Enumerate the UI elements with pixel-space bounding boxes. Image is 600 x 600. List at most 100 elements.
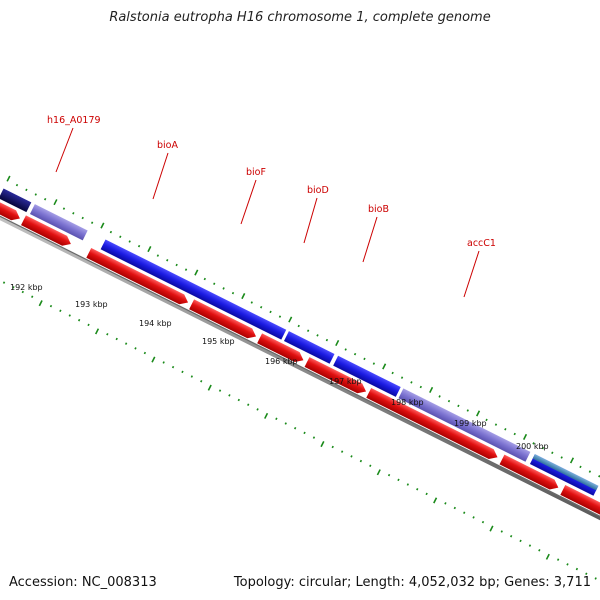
outer-tick — [391, 371, 394, 375]
inner-tick — [200, 379, 203, 383]
inner-tick — [181, 370, 184, 374]
outer-tick — [81, 216, 84, 220]
tick-marks-inner — [2, 281, 597, 580]
inner-tick — [106, 333, 109, 336]
outer-tick — [513, 432, 516, 436]
inner-tick — [115, 337, 118, 341]
inner-tick — [594, 577, 597, 580]
outer-tick — [325, 338, 329, 342]
cds-arrow-1-shape — [0, 201, 20, 221]
outer-tick — [15, 183, 19, 187]
cds-arrow-5-shape — [257, 333, 304, 363]
outer-tick — [25, 188, 28, 192]
gene-block-bioB — [333, 355, 401, 397]
cds-arrow-6 — [304, 357, 367, 394]
inner-tick — [397, 478, 400, 482]
gene-block-h16-a0179-shape — [29, 204, 88, 241]
callout-line — [55, 127, 74, 173]
inner-tick — [143, 351, 147, 355]
outer-tick — [400, 376, 404, 379]
inner-tick — [481, 520, 485, 524]
inner-tick — [406, 483, 410, 486]
gene-block-teal-end — [532, 454, 599, 491]
outer-tick — [147, 246, 152, 253]
inner-tick — [124, 342, 128, 345]
inner-tick — [369, 464, 372, 468]
scale-label: 192 kbp — [10, 283, 43, 292]
scale-label: 198 kbp — [391, 398, 424, 407]
gene-block-teal-end-shape — [532, 454, 599, 491]
outer-tick — [541, 446, 545, 450]
outer-tick — [410, 381, 413, 384]
inner-tick — [500, 530, 503, 533]
outer-tick — [166, 259, 169, 262]
inner-tick — [545, 553, 550, 560]
scale-labels: 192 kbp 193 kbp 194 kbp 195 kbp 196 kbp 197 k… — [10, 283, 549, 451]
outer-tick — [560, 456, 563, 459]
outer-tick — [194, 269, 199, 276]
callout-line — [240, 179, 257, 225]
inner-tick — [87, 323, 90, 327]
inner-tick — [228, 394, 231, 397]
outer-tick — [429, 386, 434, 393]
inner-tick — [472, 516, 475, 519]
gene-label: bioA — [157, 140, 178, 151]
outer-tick — [72, 212, 75, 215]
outer-tick — [306, 329, 310, 332]
inner-tick — [463, 511, 466, 514]
gene-callouts: h16_A0179 bioA bioF bioD bioB accC1 — [47, 115, 496, 298]
inner-tick — [433, 497, 438, 504]
cds-arrow-8 — [499, 454, 559, 490]
inner-tick — [171, 365, 175, 369]
map-title: Ralstonia eutropha H16 chromosome 1, com… — [109, 10, 491, 25]
outer-tick — [231, 291, 235, 295]
scale-label: 199 kbp — [454, 419, 487, 428]
cds-arrow-3 — [86, 247, 189, 305]
callout-line — [152, 152, 169, 200]
gene-block-h16-a0179 — [29, 204, 88, 241]
inner-tick — [264, 412, 269, 419]
inner-tick — [68, 314, 71, 317]
inner-tick — [575, 567, 579, 571]
genome-stats-text: Topology: circular; Length: 4,052,032 bp… — [233, 575, 591, 590]
gene-block-bioA-bioF — [100, 239, 287, 340]
cds-arrow-9 — [560, 484, 600, 535]
outer-tick — [109, 230, 113, 234]
inner-tick — [31, 295, 34, 298]
inner-tick — [275, 417, 278, 421]
accession-text: Accession: NC_008313 — [9, 575, 157, 590]
inner-tick — [237, 398, 240, 402]
inner-tick — [218, 389, 222, 392]
inner-tick — [59, 309, 62, 313]
inner-tick — [38, 300, 43, 307]
inner-tick — [519, 539, 522, 543]
inner-tick — [340, 450, 344, 453]
backbone-ring — [0, 215, 600, 521]
cds-arrow-6-shape — [304, 357, 367, 394]
outer-tick — [588, 470, 592, 473]
outer-tick — [363, 357, 366, 361]
inner-tick — [134, 347, 137, 350]
outer-tick — [34, 193, 37, 196]
gene-label: bioF — [246, 167, 266, 178]
inner-tick — [350, 455, 353, 458]
scale-label: 193 kbp — [75, 300, 108, 309]
inner-tick — [312, 436, 316, 439]
scale-label: 200 kbp — [516, 442, 549, 451]
outer-tick — [316, 334, 319, 337]
outer-tick — [175, 263, 178, 267]
inner-tick — [162, 361, 165, 364]
outer-tick — [156, 254, 160, 257]
inner-tick — [247, 403, 250, 406]
inner-tick — [151, 356, 156, 363]
outer-tick — [569, 457, 575, 464]
cds-arrow-7-shape — [366, 387, 498, 460]
cds-arrow-4 — [189, 299, 257, 339]
scale-label: 194 kbp — [139, 319, 172, 328]
inner-tick — [566, 563, 569, 566]
callout-line — [303, 197, 318, 244]
inner-tick — [190, 375, 194, 378]
callout-line — [463, 250, 480, 298]
inner-tick — [2, 281, 6, 284]
outer-tick — [269, 310, 272, 314]
